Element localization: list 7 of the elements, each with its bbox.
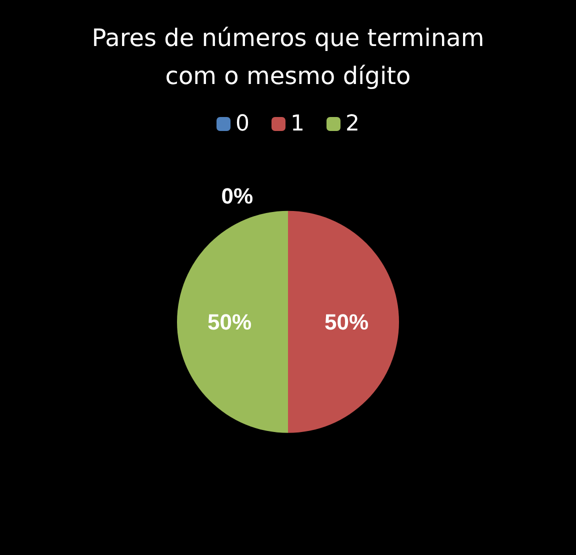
text: 0%	[221, 183, 253, 208]
legend-label: 2	[346, 112, 360, 136]
legend-label: 0	[236, 112, 250, 136]
data-label: 50%	[207, 309, 252, 334]
legend-label: 1	[290, 112, 304, 136]
chart-title: Pares de números que terminam com o mesmo dígito	[92, 24, 484, 90]
data-label: 50%	[324, 309, 369, 334]
